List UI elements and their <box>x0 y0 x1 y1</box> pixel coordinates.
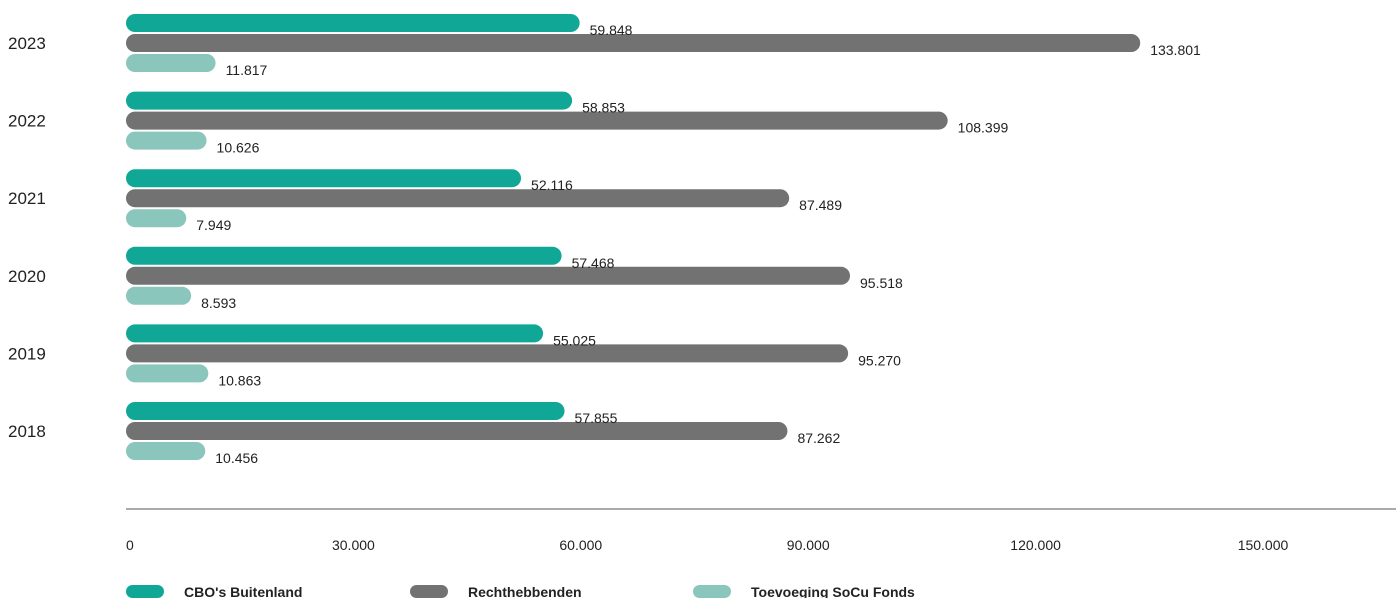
value-label-2021-series-2: 87.489 <box>799 197 842 213</box>
value-labels: 59.848 133.801 11.817 58.853 108.399 10.626 52… <box>196 22 1201 466</box>
value-label-2019-series-1: 55.025 <box>553 332 596 348</box>
x-tick-labels: 0 30.000 60.000 90.000 120.000 150.000 <box>126 537 1289 553</box>
value-label-2018-series-1: 57.855 <box>575 410 618 426</box>
year-labels: 2023 2022 2021 2020 2019 2018 <box>8 34 46 441</box>
bar-2020-series-3 <box>126 286 192 305</box>
value-label-2020-series-3: 8.593 <box>201 295 236 311</box>
legend: CBO's Buitenland Rechthebbenden Toevoeging… <box>126 584 915 598</box>
x-tick-label-4: 120.000 <box>1010 537 1061 553</box>
bar-2021-series-3 <box>126 209 187 228</box>
value-label-2020-series-1: 57.468 <box>572 255 615 271</box>
bar-2019-series-2 <box>126 344 849 363</box>
legend-swatch-3 <box>693 585 731 598</box>
bar-2023-series-1 <box>126 14 580 32</box>
value-label-2021-series-1: 52.116 <box>531 177 573 193</box>
value-label-2019-series-2: 95.270 <box>858 352 901 368</box>
value-label-2023-series-2: 133.801 <box>1150 42 1201 58</box>
value-label-2022-series-2: 108.399 <box>958 120 1009 136</box>
year-label-2022: 2022 <box>8 112 46 131</box>
bar-2019-series-1 <box>126 324 544 343</box>
legend-swatch-1 <box>126 585 164 598</box>
bar-2023-series-3 <box>126 54 216 72</box>
legend-label-2: Rechthebbenden <box>468 584 582 598</box>
value-label-2023-series-1: 59.848 <box>590 22 633 38</box>
bar-2021-series-2 <box>126 189 790 208</box>
bar-2018-series-1 <box>126 402 565 420</box>
bar-2020-series-1 <box>126 246 562 265</box>
bar-2023-series-2 <box>126 34 1141 52</box>
value-label-2023-series-3: 11.817 <box>226 62 268 78</box>
bar-2022-series-2 <box>126 111 948 130</box>
bar-2022-series-3 <box>126 131 207 150</box>
bar-2021-series-1 <box>126 169 522 188</box>
bar-2018-series-2 <box>126 422 788 440</box>
bars <box>126 14 1141 460</box>
bar-2020-series-2 <box>126 266 851 285</box>
x-tick-label-5: 150.000 <box>1238 537 1289 553</box>
year-label-2023: 2023 <box>8 34 46 53</box>
bar-2022-series-1 <box>126 91 573 110</box>
legend-label-1: CBO's Buitenland <box>184 584 302 598</box>
value-label-2018-series-3: 10.456 <box>215 450 258 466</box>
x-tick-label-3: 90.000 <box>787 537 830 553</box>
x-tick-label-2: 60.000 <box>559 537 602 553</box>
x-tick-label-0: 0 <box>126 537 134 553</box>
year-label-2019: 2019 <box>8 344 46 363</box>
bar-2018-series-3 <box>126 442 206 460</box>
value-label-2019-series-3: 10.863 <box>218 372 261 388</box>
x-tick-label-1: 30.000 <box>332 537 375 553</box>
year-label-2020: 2020 <box>8 267 46 286</box>
value-label-2022-series-1: 58.853 <box>582 100 625 116</box>
bar-2019-series-3 <box>126 364 209 383</box>
value-label-2020-series-2: 95.518 <box>860 275 903 291</box>
value-label-2022-series-3: 10.626 <box>217 140 260 156</box>
legend-swatch-2 <box>410 585 448 598</box>
value-label-2021-series-3: 7.949 <box>196 217 231 233</box>
year-label-2018: 2018 <box>8 422 46 441</box>
value-label-2018-series-2: 87.262 <box>797 430 840 446</box>
legend-label-3: Toevoeging SoCu Fonds <box>751 584 915 598</box>
year-label-2021: 2021 <box>8 189 46 208</box>
